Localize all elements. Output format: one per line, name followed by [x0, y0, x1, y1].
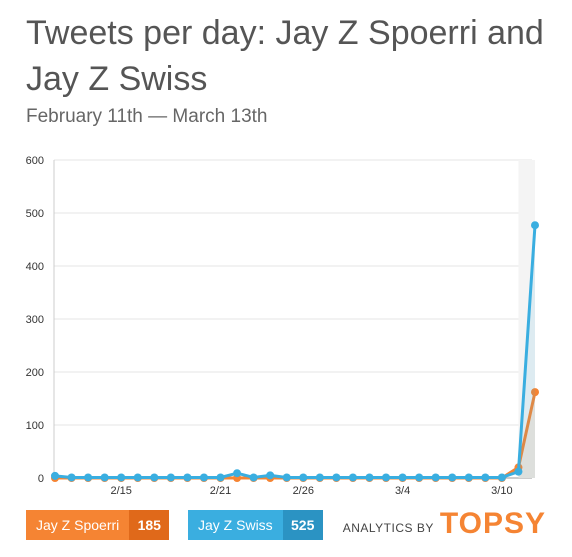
legend-count: 525	[282, 510, 323, 540]
data-point	[233, 469, 242, 478]
data-point	[315, 473, 324, 482]
data-point	[216, 473, 225, 482]
y-tick-label: 500	[26, 208, 44, 220]
data-point	[67, 473, 76, 482]
data-point	[84, 473, 93, 482]
data-point	[299, 473, 308, 482]
data-point	[166, 473, 175, 482]
data-point	[448, 473, 457, 482]
data-point	[531, 221, 539, 230]
legend-label: Jay Z Spoerri	[26, 510, 130, 540]
x-tick-label: 2/15	[110, 485, 131, 497]
topsy-branding[interactable]: ANALYTICS BY TOPSY	[343, 508, 546, 540]
y-tick-label: 300	[26, 314, 44, 326]
y-tick-label: 600	[26, 155, 44, 167]
data-point	[266, 471, 275, 480]
data-point	[365, 473, 374, 482]
data-point	[51, 471, 59, 480]
data-point	[382, 473, 391, 482]
data-point	[514, 467, 523, 476]
y-tick-label: 400	[26, 261, 44, 273]
legend-item-jay-z-swiss[interactable]: Jay Z Swiss 525	[188, 510, 323, 540]
data-point	[199, 473, 208, 482]
x-tick-label: 3/4	[395, 485, 410, 497]
data-point	[481, 473, 490, 482]
data-point	[282, 473, 291, 482]
topsy-logo: TOPSY	[439, 507, 546, 540]
legend-label: Jay Z Swiss	[188, 510, 283, 540]
legend-count: 185	[129, 510, 170, 540]
data-point	[398, 473, 407, 482]
data-point	[497, 473, 506, 482]
data-point	[415, 473, 424, 482]
data-point	[332, 473, 341, 482]
legend-item-jay-z-spoerri[interactable]: Jay Z Spoerri 185	[26, 510, 170, 540]
data-point	[100, 473, 109, 482]
series-line-jay-z-swiss	[54, 225, 537, 479]
data-point	[531, 388, 539, 397]
data-point	[117, 473, 126, 482]
data-point	[348, 473, 357, 482]
data-point	[464, 473, 473, 482]
x-tick-label: 3/10	[491, 485, 512, 497]
x-tick-label: 2/21	[210, 485, 231, 497]
data-point	[431, 473, 440, 482]
data-point	[150, 473, 159, 482]
y-tick-label: 100	[26, 420, 44, 432]
y-tick-label: 0	[38, 473, 44, 485]
data-point	[183, 473, 192, 482]
data-point	[249, 473, 258, 482]
y-tick-label: 200	[26, 367, 44, 379]
chart-title: Tweets per day: Jay Z Spoerri and Jay Z …	[26, 14, 544, 98]
chart-subtitle: February 11th — March 13th	[26, 106, 268, 127]
series-line-jay-z-spoerri	[55, 391, 537, 480]
analytics-by-label: ANALYTICS BY	[342, 521, 434, 535]
data-point	[133, 473, 142, 482]
x-tick-label: 2/26	[293, 485, 314, 497]
line-chart: 0 100 200 300 400 500 600 2/15 2/21 2/26 3/4 3/10	[26, 155, 539, 497]
